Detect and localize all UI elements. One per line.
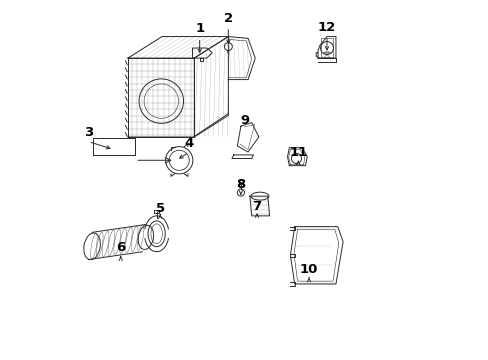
Text: 4: 4: [184, 137, 193, 150]
Text: 5: 5: [155, 202, 164, 215]
Text: 2: 2: [224, 12, 232, 25]
Text: 6: 6: [116, 241, 125, 254]
Text: 11: 11: [288, 146, 307, 159]
Text: 8: 8: [236, 179, 245, 192]
Text: 9: 9: [240, 114, 248, 127]
Text: 7: 7: [252, 200, 261, 213]
Text: 10: 10: [299, 263, 318, 276]
Text: 3: 3: [84, 126, 93, 139]
Text: 1: 1: [195, 22, 204, 36]
Text: 12: 12: [317, 21, 335, 34]
